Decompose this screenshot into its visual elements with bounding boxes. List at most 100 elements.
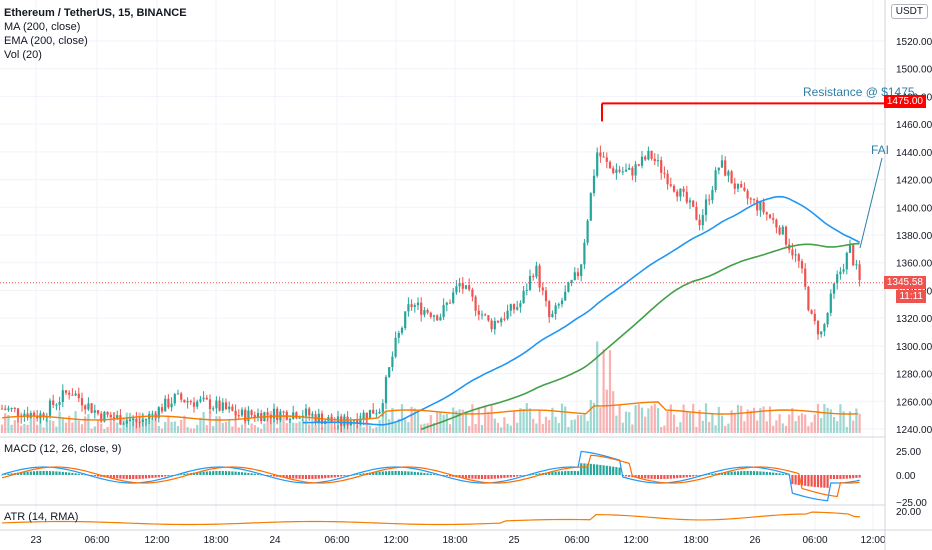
volume-bar: [538, 409, 541, 433]
candle-body: [573, 272, 576, 280]
volume-bar: [394, 422, 397, 433]
candle-body: [640, 156, 644, 166]
candle-body: [823, 324, 826, 332]
macd-legend[interactable]: MACD (12, 26, close, 9): [4, 443, 122, 455]
macd-histogram-bar: [519, 475, 522, 477]
macd-histogram-bar: [314, 475, 317, 479]
macd-histogram-bar: [775, 472, 778, 475]
indicator-ema[interactable]: EMA (200, close): [4, 35, 88, 47]
volume-bar: [826, 407, 829, 433]
volume-bar: [480, 424, 484, 433]
macd-histogram-bar: [432, 474, 436, 475]
volume-bar: [144, 419, 148, 433]
macd-histogram-bar: [599, 464, 602, 475]
volume-bar: [663, 425, 666, 433]
macd-histogram-bar: [148, 475, 151, 479]
macd-histogram-bar: [429, 473, 432, 475]
candle-body: [858, 264, 861, 280]
time-tick-label: 06:00: [564, 535, 589, 546]
candle-body: [813, 313, 816, 322]
candle-body: [10, 408, 13, 410]
candle-body: [820, 331, 823, 335]
time-tick-label: 06:00: [324, 535, 349, 546]
candle-body: [516, 307, 519, 310]
atr-legend[interactable]: ATR (14, RMA): [4, 511, 79, 523]
candle-body: [164, 398, 167, 412]
candle-body: [189, 401, 192, 403]
currency-button[interactable]: USDT: [890, 4, 928, 19]
macd-histogram-bar: [71, 472, 74, 475]
ma-line: [302, 195, 860, 426]
candle-body: [775, 219, 778, 228]
candle-body: [784, 226, 788, 245]
candle-body: [224, 402, 228, 410]
macd-histogram-bar: [224, 471, 228, 475]
macd-histogram-bar: [250, 473, 253, 475]
volume-bar: [202, 411, 205, 433]
macd-histogram-bar: [228, 471, 231, 475]
candle-body: [167, 398, 170, 408]
candle-body: [0, 408, 4, 410]
volume-bar: [720, 415, 724, 433]
macd-histogram-bar: [756, 471, 759, 475]
candle-body: [704, 199, 708, 216]
candle-body: [720, 160, 724, 168]
macd-histogram-bar: [96, 475, 100, 477]
candle-body: [471, 289, 474, 297]
candle-body: [656, 160, 660, 162]
candle-body: [362, 412, 365, 420]
candle-body: [839, 271, 842, 275]
macd-histogram-bar: [282, 475, 285, 478]
macd-histogram-bar: [138, 475, 141, 479]
macd-tick-label: 25.00: [896, 447, 921, 458]
macd-histogram-bar: [848, 475, 852, 479]
indicator-vol[interactable]: Vol (20): [4, 49, 42, 61]
macd-histogram-bar: [669, 475, 672, 479]
macd-histogram-bar: [199, 471, 202, 475]
candle-body: [676, 191, 679, 197]
macd-histogram-bar: [573, 471, 576, 475]
volume-bar: [112, 412, 116, 433]
candle-body: [423, 310, 426, 315]
volume-bar: [842, 411, 845, 433]
candle-body: [311, 414, 314, 416]
candle-body: [663, 172, 666, 174]
volume-bar: [788, 414, 791, 433]
macd-histogram-bar: [602, 465, 605, 475]
macd-histogram-bar: [391, 471, 394, 475]
candle-body: [701, 215, 704, 226]
macd-histogram-bar: [589, 463, 592, 475]
candle-body: [826, 312, 829, 325]
macd-histogram-bar: [781, 473, 784, 475]
volume-bar: [445, 414, 448, 433]
candle-body: [506, 310, 509, 319]
volume-bar: [442, 414, 445, 433]
candle-body: [74, 393, 77, 396]
macd-histogram-bar: [509, 475, 512, 478]
volume-bar: [39, 417, 42, 433]
macd-histogram-bar: [845, 475, 848, 479]
volume-bar: [132, 416, 135, 433]
candle-body: [781, 226, 784, 235]
macd-histogram-bar: [215, 471, 218, 475]
volume-bar: [13, 420, 16, 433]
volume-bar: [496, 422, 500, 433]
candle-body: [490, 320, 493, 330]
symbol-title[interactable]: Ethereum / TetherUS, 15, BINANCE: [4, 7, 187, 19]
time-tick-label: 06:00: [84, 535, 109, 546]
indicator-ma[interactable]: MA (200, close): [4, 21, 81, 33]
candle-body: [698, 219, 701, 226]
volume-bar: [247, 428, 250, 433]
candle-body: [535, 265, 538, 277]
candle-body: [688, 200, 692, 203]
macd-histogram-bar: [410, 471, 413, 475]
macd-histogram-bar: [663, 475, 666, 479]
macd-histogram-bar: [618, 467, 621, 475]
volume-bar: [778, 414, 781, 433]
candle-body: [346, 416, 349, 426]
volume-bar: [279, 411, 282, 433]
volume-bar: [52, 421, 55, 433]
candle-body: [448, 302, 452, 304]
volume-bar: [116, 422, 119, 433]
